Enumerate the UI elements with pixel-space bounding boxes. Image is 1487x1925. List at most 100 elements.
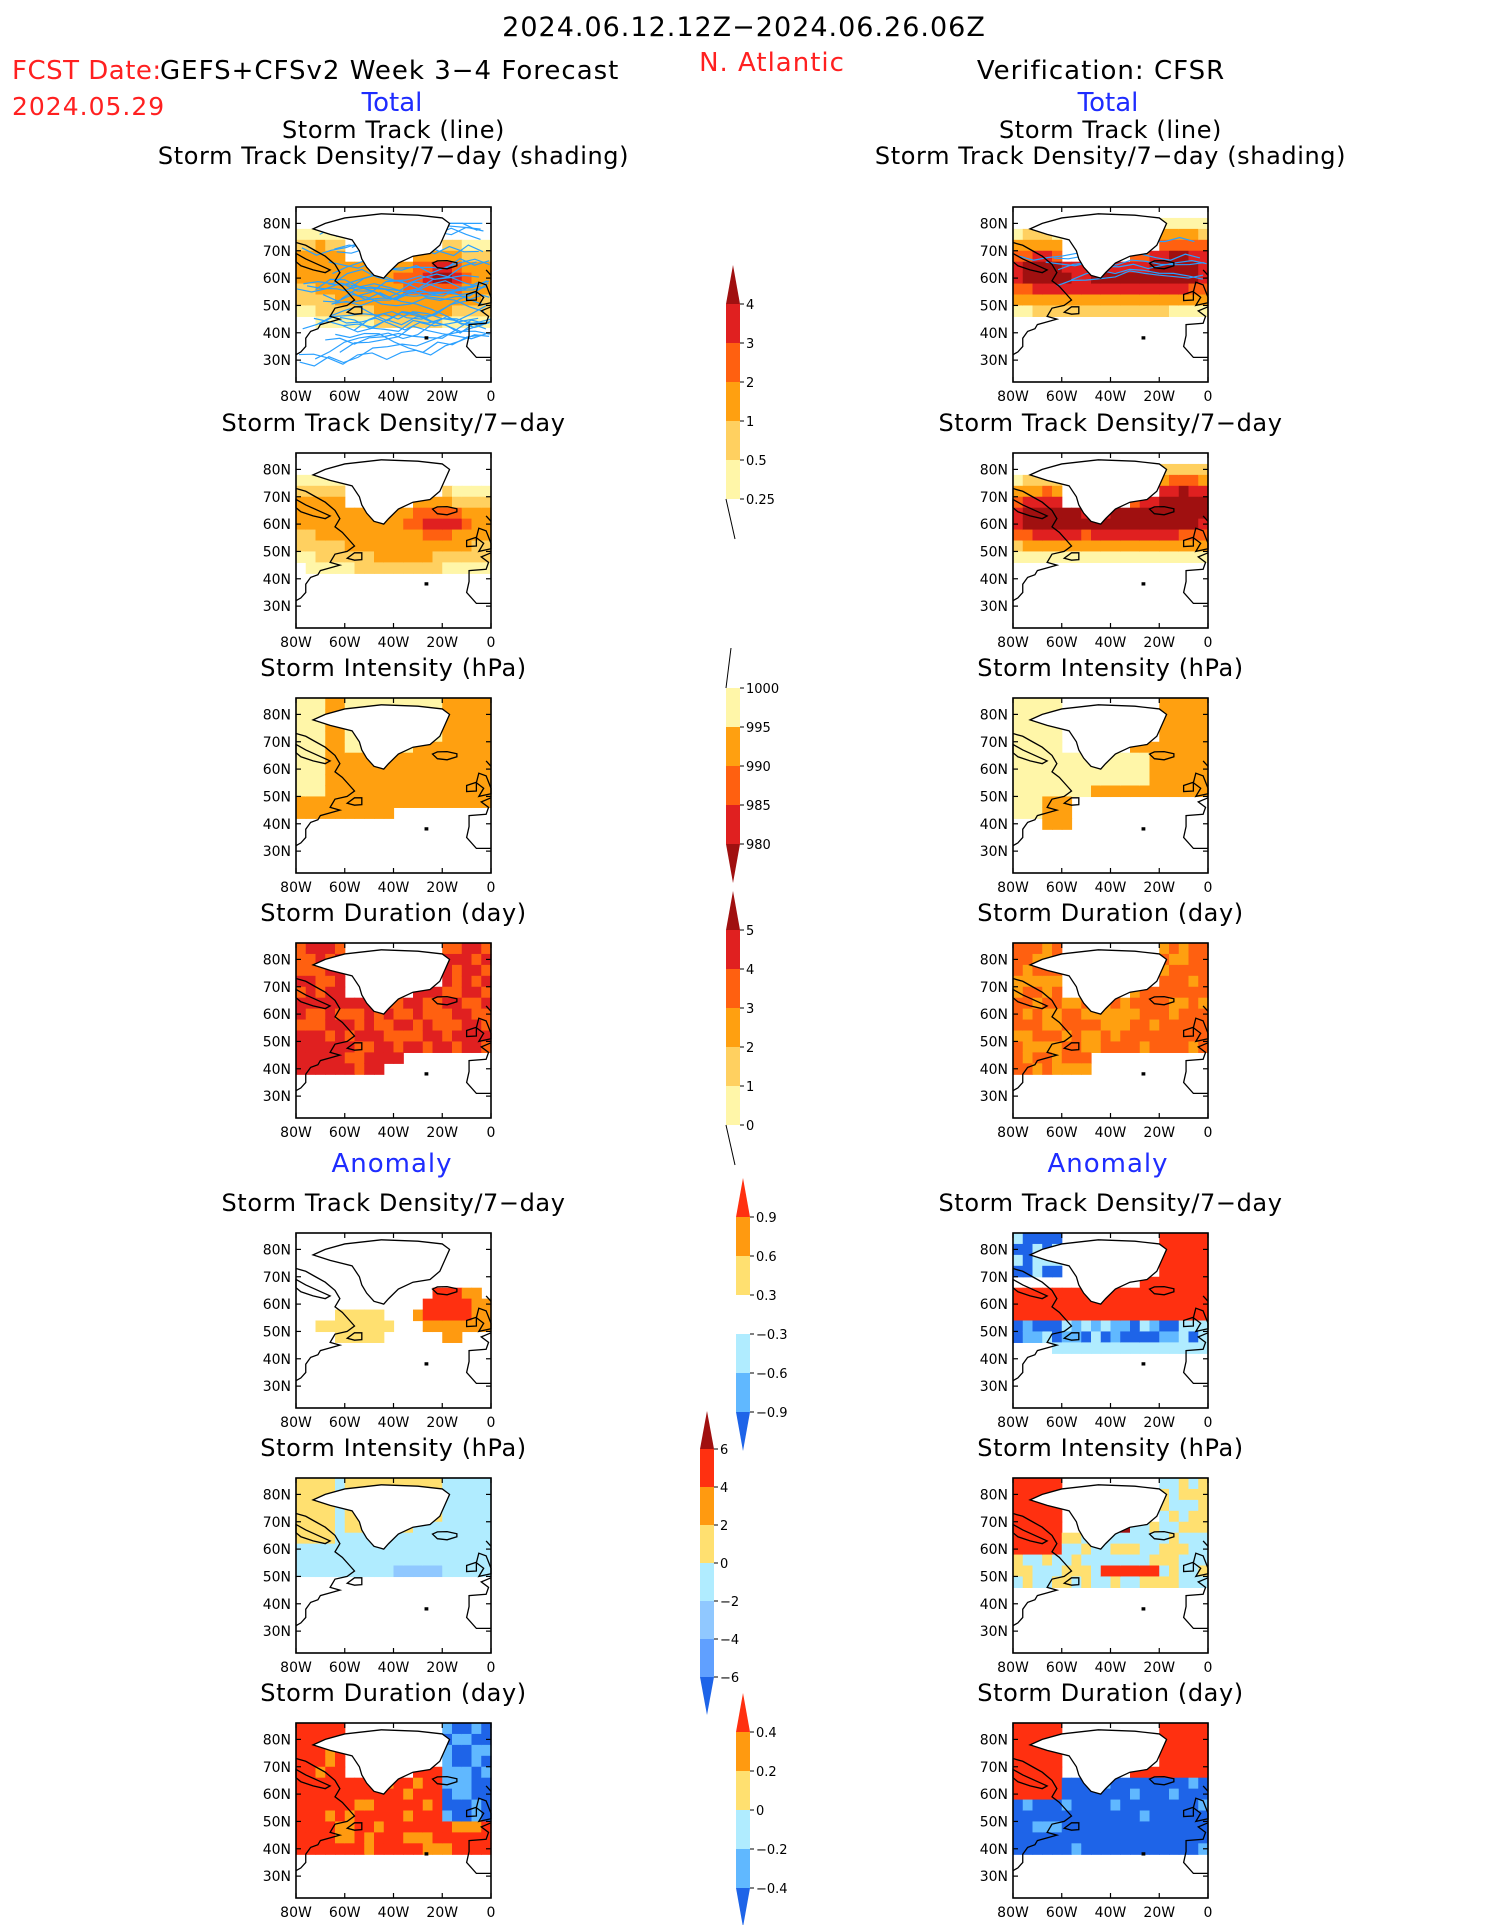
- shading-cell: [344, 1799, 356, 1812]
- shading-cell: [1061, 540, 1073, 553]
- shading-cell: [1139, 1832, 1151, 1844]
- shading-cell: [315, 1733, 326, 1746]
- shading-cell: [1081, 283, 1092, 296]
- shading-cell: [335, 752, 346, 765]
- y-tick-label: 50N: [980, 1814, 1008, 1830]
- shading-cell: [305, 1510, 317, 1523]
- iceland-outline: [431, 750, 458, 761]
- shading-cell: [364, 698, 375, 710]
- shading-cell: [1022, 964, 1034, 977]
- panel-title-line1: Storm Duration (day): [977, 899, 1244, 927]
- shading-cell: [461, 975, 473, 988]
- shading-cell: [1022, 496, 1034, 509]
- shading-cell: [1022, 1532, 1034, 1545]
- shading-cell: [1022, 1478, 1034, 1490]
- colorbar-segment: [726, 460, 740, 499]
- shading-cell: [335, 975, 346, 988]
- shading-cell: [1110, 1799, 1121, 1812]
- x-tick-label: 20W: [426, 880, 458, 896]
- shading-cell: [1013, 540, 1024, 553]
- x-tick-label: 60W: [329, 1415, 361, 1431]
- shading-cell: [315, 774, 326, 787]
- shading-cell: [1149, 1331, 1160, 1343]
- shading-cell: [393, 763, 404, 776]
- shading-cell: [422, 752, 434, 765]
- shading-cell: [1159, 1233, 1170, 1245]
- shading-cell: [1110, 1576, 1121, 1588]
- shading-cell: [1061, 774, 1073, 787]
- shading-cell: [393, 1008, 404, 1021]
- shading-cell: [1198, 1576, 1209, 1588]
- shading-cell: [305, 239, 317, 252]
- shading-cell: [344, 1019, 356, 1032]
- shading-cell: [1120, 1777, 1131, 1790]
- shading-cell: [354, 1788, 365, 1801]
- colorbar-segment: [726, 727, 740, 766]
- shading-cell: [1159, 305, 1170, 317]
- iberia-france-coast: [1182, 1822, 1209, 1875]
- shading-cell: [1042, 496, 1053, 509]
- baffin-outline: [1012, 1278, 1049, 1300]
- y-tick-label: 80N: [980, 216, 1008, 232]
- shading-cell: [403, 1532, 414, 1545]
- shading-cell: [1159, 1265, 1170, 1278]
- shading-cell: [1169, 1488, 1180, 1501]
- shading-cell: [1081, 1832, 1092, 1844]
- shading-cell: [1169, 964, 1180, 977]
- shading-cell: [1022, 1832, 1034, 1844]
- shading-cell: [1198, 1521, 1209, 1534]
- shading-cell: [1178, 698, 1190, 710]
- shading-cell: [354, 507, 365, 520]
- shading-cell: [1013, 730, 1024, 743]
- shading-cell: [1159, 250, 1170, 263]
- shading-cell: [461, 986, 473, 999]
- panel-title-line1: Storm Track (line): [999, 116, 1222, 144]
- colorbar-label: 5: [746, 924, 754, 939]
- shading-cell: [1130, 1832, 1141, 1844]
- shading-cell: [1198, 785, 1209, 798]
- shading-cell: [315, 272, 326, 285]
- shading-cell: [1071, 785, 1082, 798]
- x-tick-label: 0: [487, 880, 496, 896]
- shading-cell: [1022, 1843, 1034, 1855]
- colorbar-segment: [700, 1639, 714, 1677]
- shading-cell: [1149, 518, 1160, 531]
- shading-cell: [442, 1287, 453, 1300]
- y-tick-label: 60N: [980, 762, 1008, 778]
- shading-cell: [1139, 1576, 1151, 1588]
- shading-cell: [354, 1320, 365, 1333]
- shading-cell: [1032, 1030, 1043, 1043]
- shading-cell: [354, 1799, 365, 1812]
- shading-cell: [1061, 807, 1073, 819]
- shading-cell: [481, 943, 492, 955]
- shading-cell: [344, 1041, 356, 1053]
- shading-cell: [1130, 1008, 1141, 1021]
- coastlines: [1012, 949, 1209, 1095]
- shading-cell: [1188, 474, 1199, 487]
- shading-cell: [1042, 752, 1053, 765]
- shading-cell: [422, 1554, 434, 1567]
- shading-cell: [442, 1821, 453, 1833]
- shading-cell: [305, 1565, 317, 1578]
- shading-cell: [374, 518, 385, 531]
- shading-cell: [1159, 1008, 1170, 1021]
- shading-cell: [1178, 507, 1190, 520]
- shading-cell: [442, 964, 453, 977]
- shading-cell: [315, 1008, 326, 1021]
- shading-cell: [1032, 1788, 1043, 1801]
- shading-cell: [1188, 719, 1199, 732]
- shading-cell: [1052, 975, 1063, 988]
- shading-cell: [1042, 1063, 1053, 1075]
- shading-cell: [442, 986, 453, 999]
- shading-cell: [1169, 463, 1180, 476]
- shading-cell: [1042, 485, 1053, 498]
- shading-cell: [1081, 1810, 1092, 1823]
- shading-cell: [1198, 529, 1209, 542]
- x-tick-label: 60W: [1046, 1415, 1078, 1431]
- shading-cell: [296, 1744, 307, 1757]
- shading-cell: [1198, 1532, 1209, 1545]
- shading-cell: [364, 1843, 375, 1855]
- colorbar-label: 980: [746, 838, 771, 853]
- shading-cell: [315, 562, 326, 574]
- x-tick-label: 40W: [1095, 389, 1127, 405]
